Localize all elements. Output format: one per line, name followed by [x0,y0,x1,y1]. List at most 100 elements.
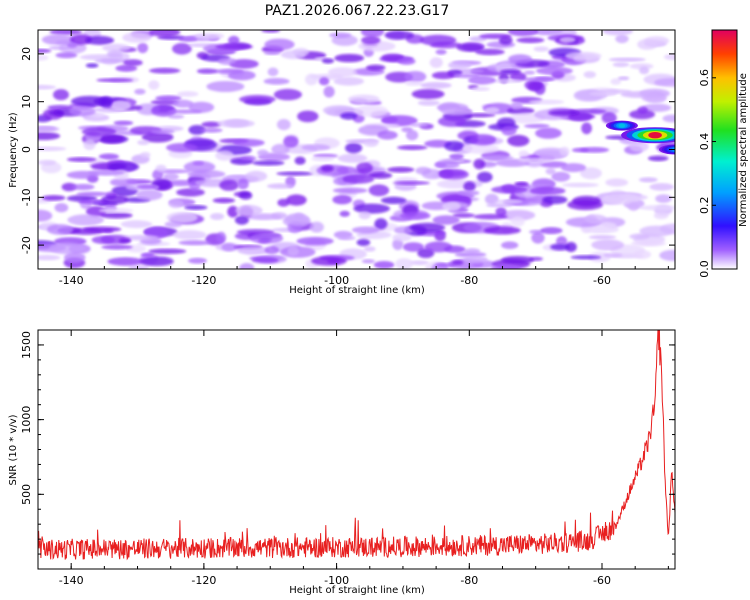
spectrogram-cell [630,240,667,247]
spectrogram-cell [514,181,529,187]
spectrogram-cell [612,62,630,68]
spectrogram-cell [100,212,133,219]
spectrogram-cell [168,199,184,209]
spectrogram-cell [149,67,181,74]
spectrogram-cell [565,51,602,61]
spectrogram-cell [215,150,234,161]
spectrogram-cell [567,199,603,211]
spectrogram-cell [219,179,239,191]
spectrogram-cell [591,239,625,251]
spectrogram-cell [366,64,386,71]
spectrogram-cell [444,140,464,152]
snr-series-line [38,330,675,561]
spectrogram-cell [309,221,325,233]
spectrogram-cell [91,235,116,244]
spectrogram-cell [102,43,131,52]
spectrogram-cell [311,156,335,162]
spectrogram-cell [348,94,380,104]
spectrogram-cell [53,89,69,101]
spectrogram-cell [395,258,413,269]
spectrogram-cell [320,165,334,172]
spectrogram-cell [535,127,562,139]
spectrogram-cell [70,34,92,45]
spectrogram-peak-contour [648,132,662,139]
spectrogram-cell [71,95,109,107]
snr-panel: -140 -120 -100 -80 -60 500 1000 1500 Height of… [8,329,676,596]
spectrogram-cell [183,161,216,173]
spectrogram-cell [99,96,113,109]
spectrogram-cell [54,203,69,213]
spectrogram-cell [49,242,85,255]
spectrogram-cell [283,135,299,148]
spectrogram-cell [648,155,669,162]
spectrogram-cell [356,162,373,174]
colorbar-tick-label: 0.0 [698,260,711,278]
spectrogram-cell [164,221,182,228]
spectrogram-cell [120,220,153,229]
spectrogram-cell [107,257,144,266]
spectrogram-cell [266,183,294,189]
spectrogram-cell [163,172,179,181]
spectrogram-cell [238,191,253,200]
spectrogram-cell [134,88,146,95]
spectrogram-cell [490,264,521,269]
spectrogram-cell [49,30,82,35]
spectrogram-cell [337,153,368,163]
spectrogram-cell [464,248,481,255]
spectrogram-cell [277,198,290,207]
spectrogram-cell [232,138,265,147]
spectrogram-cell [409,260,429,266]
snr-y-ticks: 500 1000 1500 [20,331,675,555]
spectrogram-cell [522,77,556,82]
spectrogram-cell [501,241,519,249]
y-tick-label: -10 [20,188,33,206]
spectrogram-cell [329,32,352,38]
spectrogram-cell [539,161,568,168]
spectrogram-cell [334,54,365,63]
spectrogram-cell [192,161,205,166]
spectrogram-cell [47,224,74,235]
spectrogram-cell [311,256,347,266]
spectrogram-cell [155,164,167,173]
spectrogram-cell [342,174,375,184]
spectrogram-cell [177,91,199,97]
spectrogram-cell [106,49,123,58]
spectrogram-cell [217,119,255,128]
spectrogram-cell [560,163,587,173]
spectrogram-cell [109,178,137,187]
spectrogram-cell [184,205,208,210]
x-tick-label: -140 [59,574,84,587]
chart-title: PAZ1.2026.067.22.23.G17 [265,3,450,19]
spectrogram-cell [264,38,295,51]
spectrogram-cell [477,171,493,183]
spectrogram-cell [360,30,385,38]
x-tick-label: -100 [324,274,349,287]
spectrogram-cell [136,184,158,189]
spectrogram-cell [83,226,122,233]
spectrogram-cell [603,253,623,258]
spectrogram-cell [429,57,443,68]
spectrogram-cell [402,242,424,252]
spectrogram-cell [38,125,60,133]
spectrogram-cell [210,213,225,220]
spectrogram-cell [61,182,77,192]
spectrogram-cell [473,213,508,220]
spectrogram-cell [340,112,357,120]
spectrogram-cell [38,209,53,222]
spectrogram-cell [234,215,249,225]
spectrogram-cell [336,166,357,174]
spectrogram-cell [642,103,672,112]
spectrogram-cell [537,30,563,35]
spectrogram-cell [148,248,187,254]
spectrogram-field [38,30,675,269]
spectrogram-cell [469,134,497,146]
spectrogram-cell [639,225,674,237]
spectrogram-cell [377,130,398,140]
spectrogram-cell [98,208,134,214]
spectrogram-cell [368,184,390,197]
spectrogram-cell [420,82,452,89]
spectrogram-cell [589,91,617,96]
spectrogram-cell [98,133,125,144]
spectrogram-cell [140,252,155,258]
